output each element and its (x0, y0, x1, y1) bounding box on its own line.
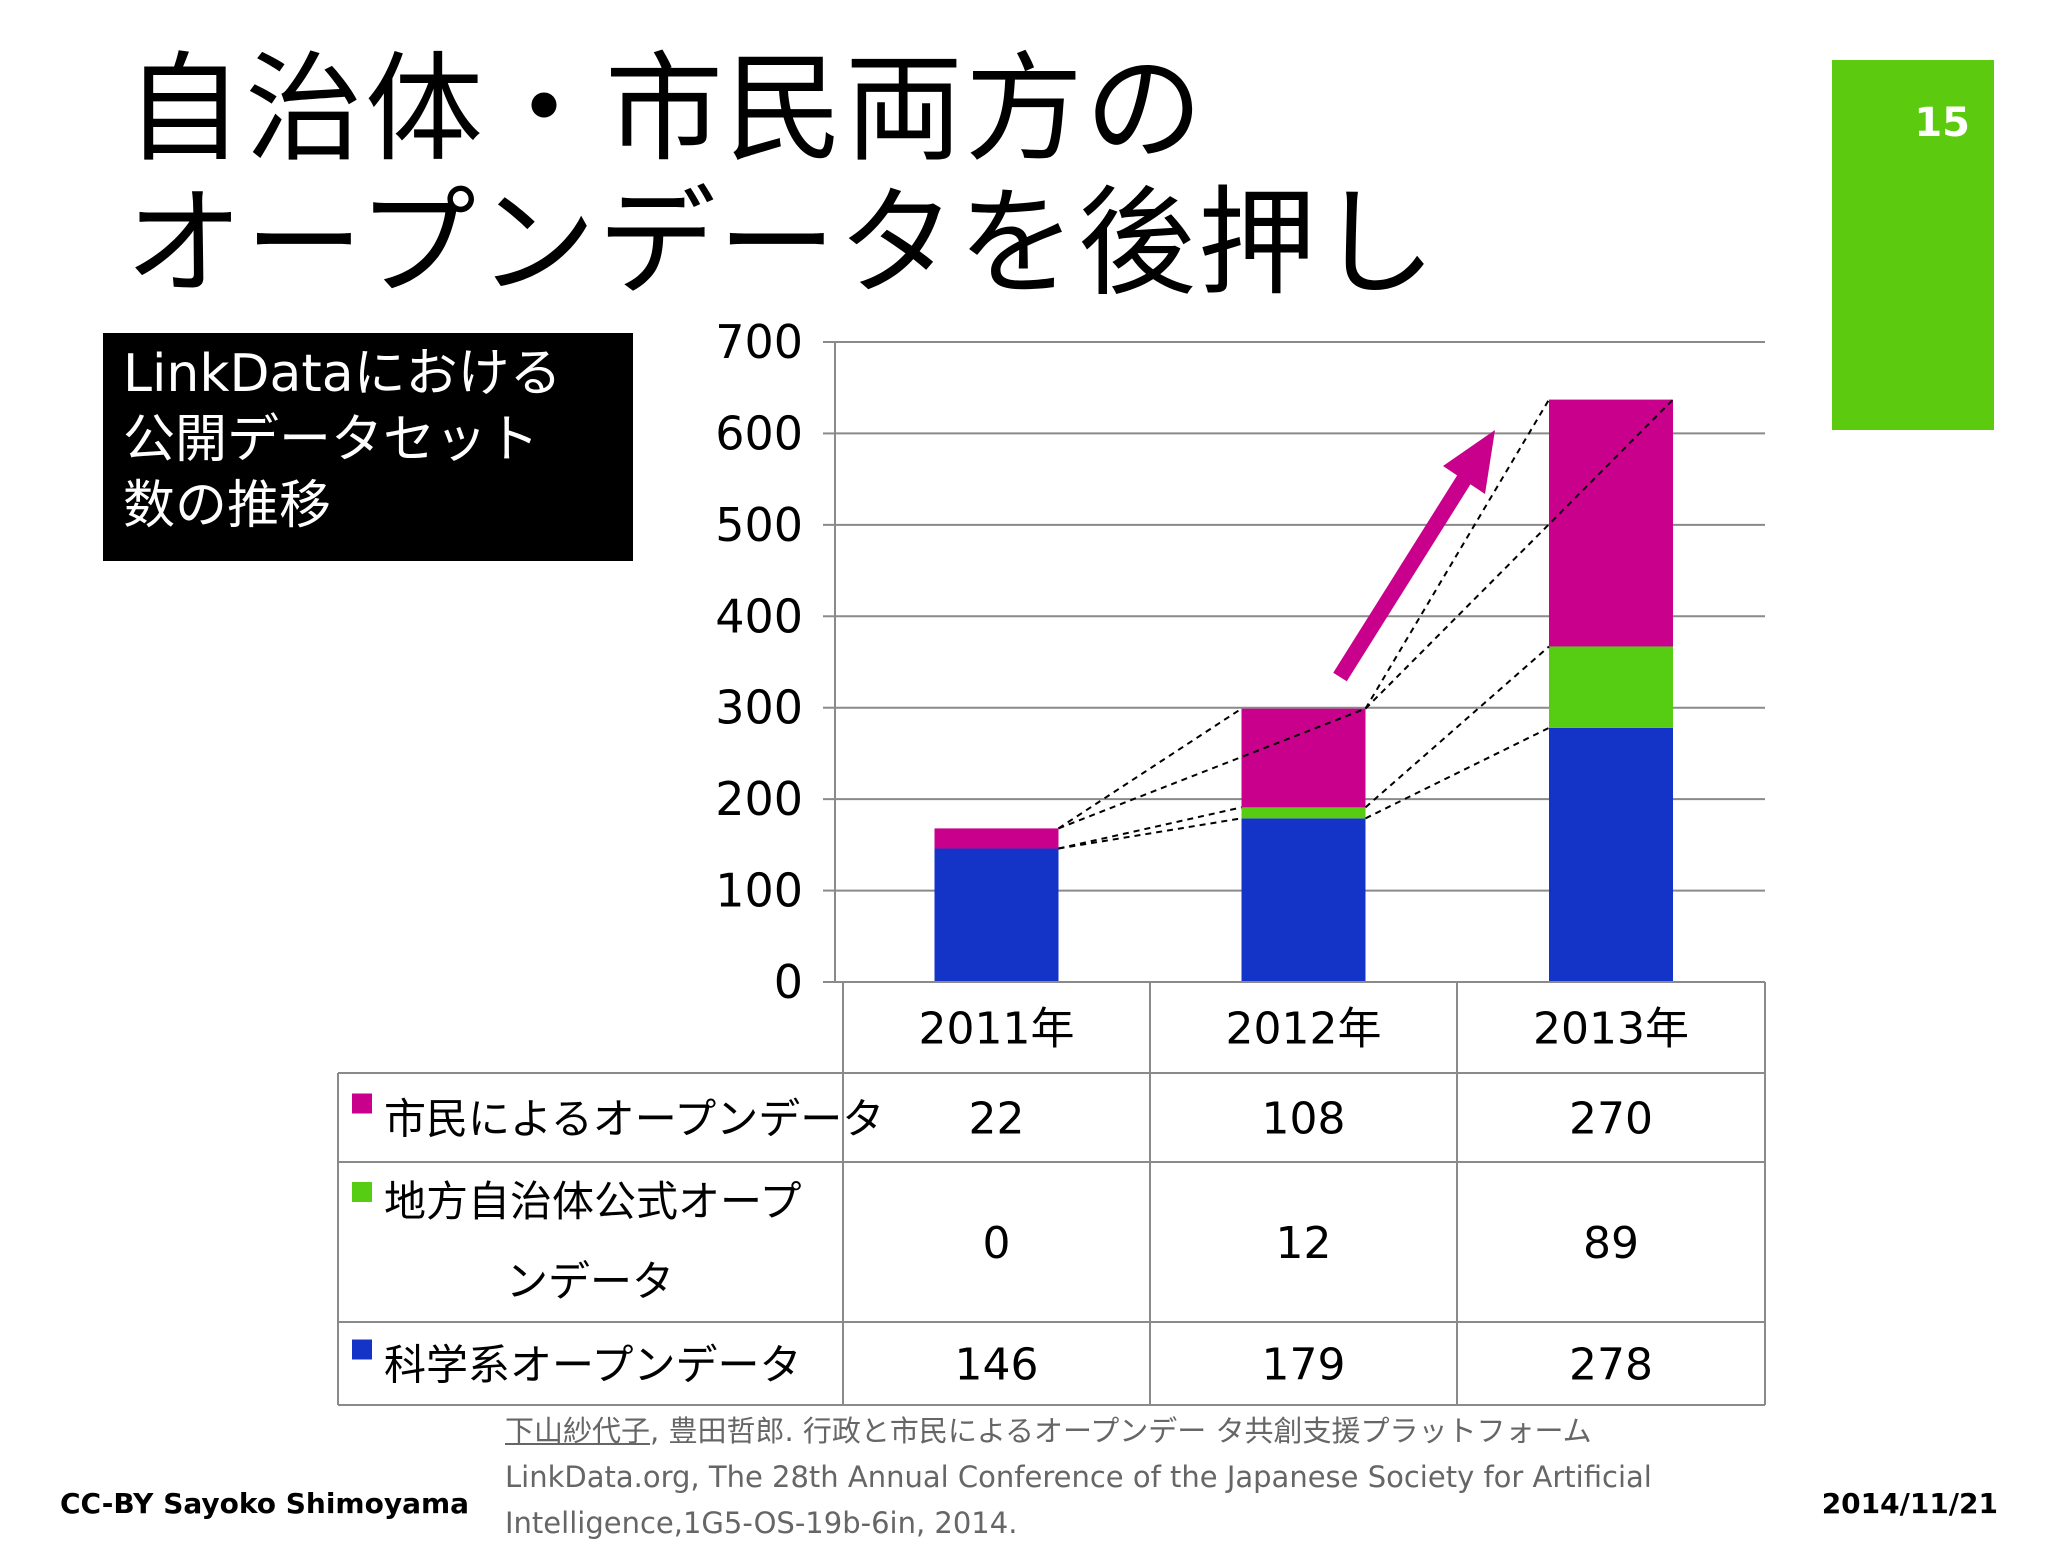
citation-line2: LinkData.org, The 28th Annual Conference… (505, 1460, 1652, 1494)
slide-number-badge: 15 (1832, 60, 1994, 430)
data-label: 89 (1583, 1218, 1639, 1269)
description-line3: 数の推移 (123, 476, 332, 536)
growth-arrow-head (1443, 430, 1495, 494)
bar-science-3 (1549, 727, 1673, 982)
citation: 下山紗代子, 豊田哲郎. 行政と市民によるオープンデー タ共創支援プラットフォー… (505, 1408, 1835, 1546)
citation-line1: 下山紗代子, 豊田哲郎. 行政と市民によるオープンデー タ共創支援プラットフォー… (505, 1408, 1835, 1454)
dashed-connector (1364, 399, 1550, 710)
growth-arrow-shaft (1333, 457, 1482, 682)
dashed-connector (1057, 707, 1243, 830)
bar-municipal-3 (1549, 646, 1673, 728)
data-label: 22 (969, 1094, 1025, 1145)
data-label: 179 (1262, 1340, 1346, 1391)
footer-date: 2014/11/21 (1821, 1487, 1998, 1520)
description-line2: 公開データセット (123, 410, 540, 470)
y-tick-label: 100 (715, 864, 803, 918)
y-tick-label: 600 (715, 406, 803, 460)
data-label: 0 (983, 1218, 1011, 1269)
dashed-connector (1364, 645, 1550, 809)
citation-author-link[interactable]: 下山紗代子 (505, 1414, 651, 1448)
y-tick-label: 300 (715, 681, 803, 735)
bar-science-1 (934, 848, 1059, 982)
data-label: 278 (1569, 1340, 1653, 1391)
slide-title: 自治体・市民両方の オープンデータを後押し (125, 42, 1438, 310)
bar-citizen-1 (934, 828, 1059, 849)
legend-label: 地方自治体公式オープ (384, 1177, 801, 1226)
legend-swatch (352, 1339, 372, 1360)
dashed-connector (1364, 398, 1674, 710)
x-tick-label: 2011年 (919, 1004, 1075, 1055)
legend-label: 市民によるオープンデータ (384, 1095, 884, 1144)
bar-citizen-2 (1241, 708, 1366, 808)
legend-swatch (352, 1093, 372, 1114)
x-tick-label: 2012年 (1226, 1004, 1382, 1055)
data-label: 146 (955, 1340, 1039, 1391)
bar-municipal-2 (1241, 807, 1366, 819)
y-tick-label: 200 (715, 772, 803, 826)
y-tick-label: 500 (715, 498, 803, 552)
x-tick-label: 2013年 (1533, 1004, 1689, 1055)
legend-label: ンデータ (506, 1257, 674, 1306)
chart-description-box: LinkDataにおける 公開データセット 数の推移 (103, 333, 633, 561)
slide-number: 15 (1914, 100, 1970, 146)
description-line1: LinkDataにおける (123, 344, 562, 404)
data-label: 108 (1262, 1094, 1346, 1145)
dashed-connector (1058, 817, 1242, 850)
citation-line1-rest: , 豊田哲郎. 行政と市民によるオープンデー タ共創支援プラットフォーム (650, 1414, 1592, 1448)
citation-line3: Intelligence,1G5-OS-19b-6in, 2014. (505, 1506, 1018, 1540)
y-tick-label: 0 (774, 955, 803, 1009)
legend-label: 科学系オープンデータ (384, 1341, 801, 1390)
slide-title-line2: オープンデータを後押し (125, 174, 1438, 312)
bar-science-2 (1241, 818, 1366, 982)
bar-citizen-3 (1549, 399, 1673, 647)
y-tick-label: 700 (715, 315, 803, 369)
footer-license: CC-BY Sayoko Shimoyama (60, 1487, 470, 1520)
legend-swatch (352, 1182, 372, 1202)
data-label: 12 (1276, 1218, 1332, 1269)
slide-title-line1: 自治体・市民両方の (125, 40, 1206, 178)
dashed-connector (1365, 726, 1550, 820)
dashed-connector (1058, 806, 1242, 850)
data-label: 270 (1569, 1094, 1653, 1145)
y-tick-label: 400 (715, 589, 803, 643)
